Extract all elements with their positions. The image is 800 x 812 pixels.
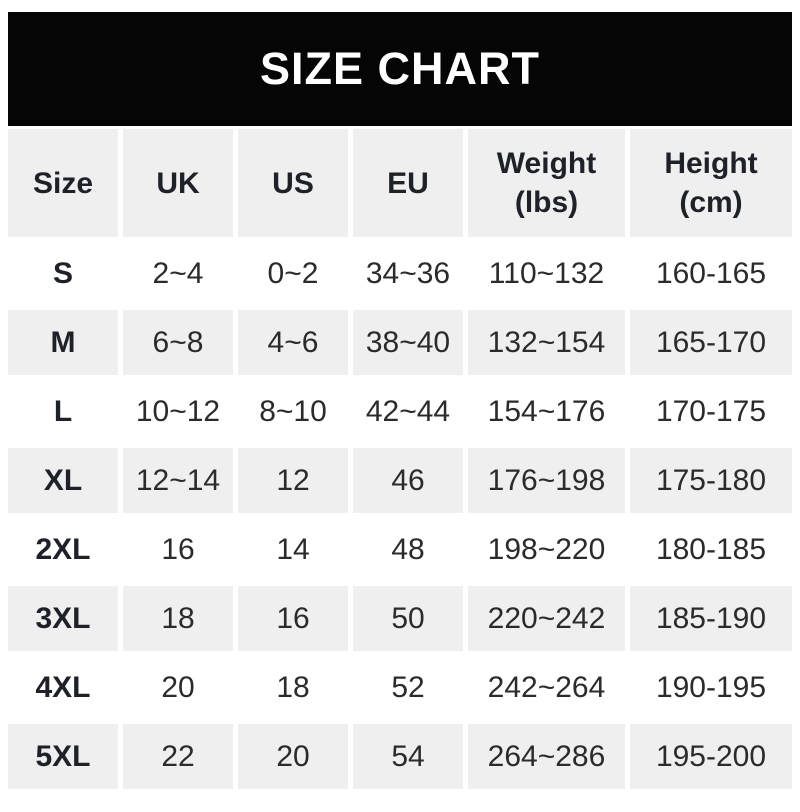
col-header-us: US <box>238 129 348 237</box>
col-header-sublabel: (lbs) <box>514 186 579 219</box>
height-cell: 190-195 <box>630 655 792 720</box>
height-cell: 165-170 <box>630 310 792 375</box>
weight-cell: 242~264 <box>468 655 625 720</box>
col-header-label: US <box>272 166 314 200</box>
eu-cell: 50 <box>353 586 463 651</box>
size-cell: L <box>8 379 118 444</box>
height-cell: 175-180 <box>630 448 792 513</box>
eu-cell: 34~36 <box>353 241 463 306</box>
uk-cell: 22 <box>123 724 233 789</box>
us-cell: 8~10 <box>238 379 348 444</box>
col-header-weight: Weight (lbs) <box>468 129 625 237</box>
eu-cell: 48 <box>353 517 463 582</box>
us-cell: 16 <box>238 586 348 651</box>
weight-cell: 264~286 <box>468 724 625 789</box>
col-header-eu: EU <box>353 129 463 237</box>
col-header-label: EU <box>387 166 429 200</box>
weight-cell: 176~198 <box>468 448 625 513</box>
uk-cell: 10~12 <box>123 379 233 444</box>
col-header-label: Height <box>664 147 758 180</box>
col-header-label: Size <box>32 166 94 200</box>
us-cell: 4~6 <box>238 310 348 375</box>
weight-cell: 132~154 <box>468 310 625 375</box>
weight-cell: 110~132 <box>468 241 625 306</box>
eu-cell: 54 <box>353 724 463 789</box>
weight-cell: 220~242 <box>468 586 625 651</box>
col-header-sublabel: (cm) <box>679 186 743 219</box>
uk-cell: 12~14 <box>123 448 233 513</box>
us-cell: 20 <box>238 724 348 789</box>
height-cell: 170-175 <box>630 379 792 444</box>
page-title: SIZE CHART <box>260 43 540 94</box>
size-cell: S <box>8 241 118 306</box>
size-cell: 2XL <box>8 517 118 582</box>
us-cell: 14 <box>238 517 348 582</box>
size-cell: 4XL <box>8 655 118 720</box>
weight-cell: 198~220 <box>468 517 625 582</box>
height-cell: 185-190 <box>630 586 792 651</box>
eu-cell: 38~40 <box>353 310 463 375</box>
uk-cell: 6~8 <box>123 310 233 375</box>
us-cell: 12 <box>238 448 348 513</box>
uk-cell: 20 <box>123 655 233 720</box>
size-cell: 3XL <box>8 586 118 651</box>
eu-cell: 42~44 <box>353 379 463 444</box>
col-header-size: Size <box>8 129 118 237</box>
height-cell: 195-200 <box>630 724 792 789</box>
col-header-label: UK <box>156 166 200 200</box>
height-cell: 160-165 <box>630 241 792 306</box>
size-cell: XL <box>8 448 118 513</box>
col-header-uk: UK <box>123 129 233 237</box>
uk-cell: 16 <box>123 517 233 582</box>
size-chart-banner: SIZE CHART <box>8 12 792 126</box>
us-cell: 0~2 <box>238 241 348 306</box>
eu-cell: 46 <box>353 448 463 513</box>
uk-cell: 2~4 <box>123 241 233 306</box>
size-cell: 5XL <box>8 724 118 789</box>
height-cell: 180-185 <box>630 517 792 582</box>
size-table: Size UK US EU Weight (lbs) Height (cm) S… <box>8 129 792 789</box>
uk-cell: 18 <box>123 586 233 651</box>
col-header-label: Weight <box>496 147 597 180</box>
col-header-height: Height (cm) <box>630 129 792 237</box>
us-cell: 18 <box>238 655 348 720</box>
weight-cell: 154~176 <box>468 379 625 444</box>
eu-cell: 52 <box>353 655 463 720</box>
size-cell: M <box>8 310 118 375</box>
